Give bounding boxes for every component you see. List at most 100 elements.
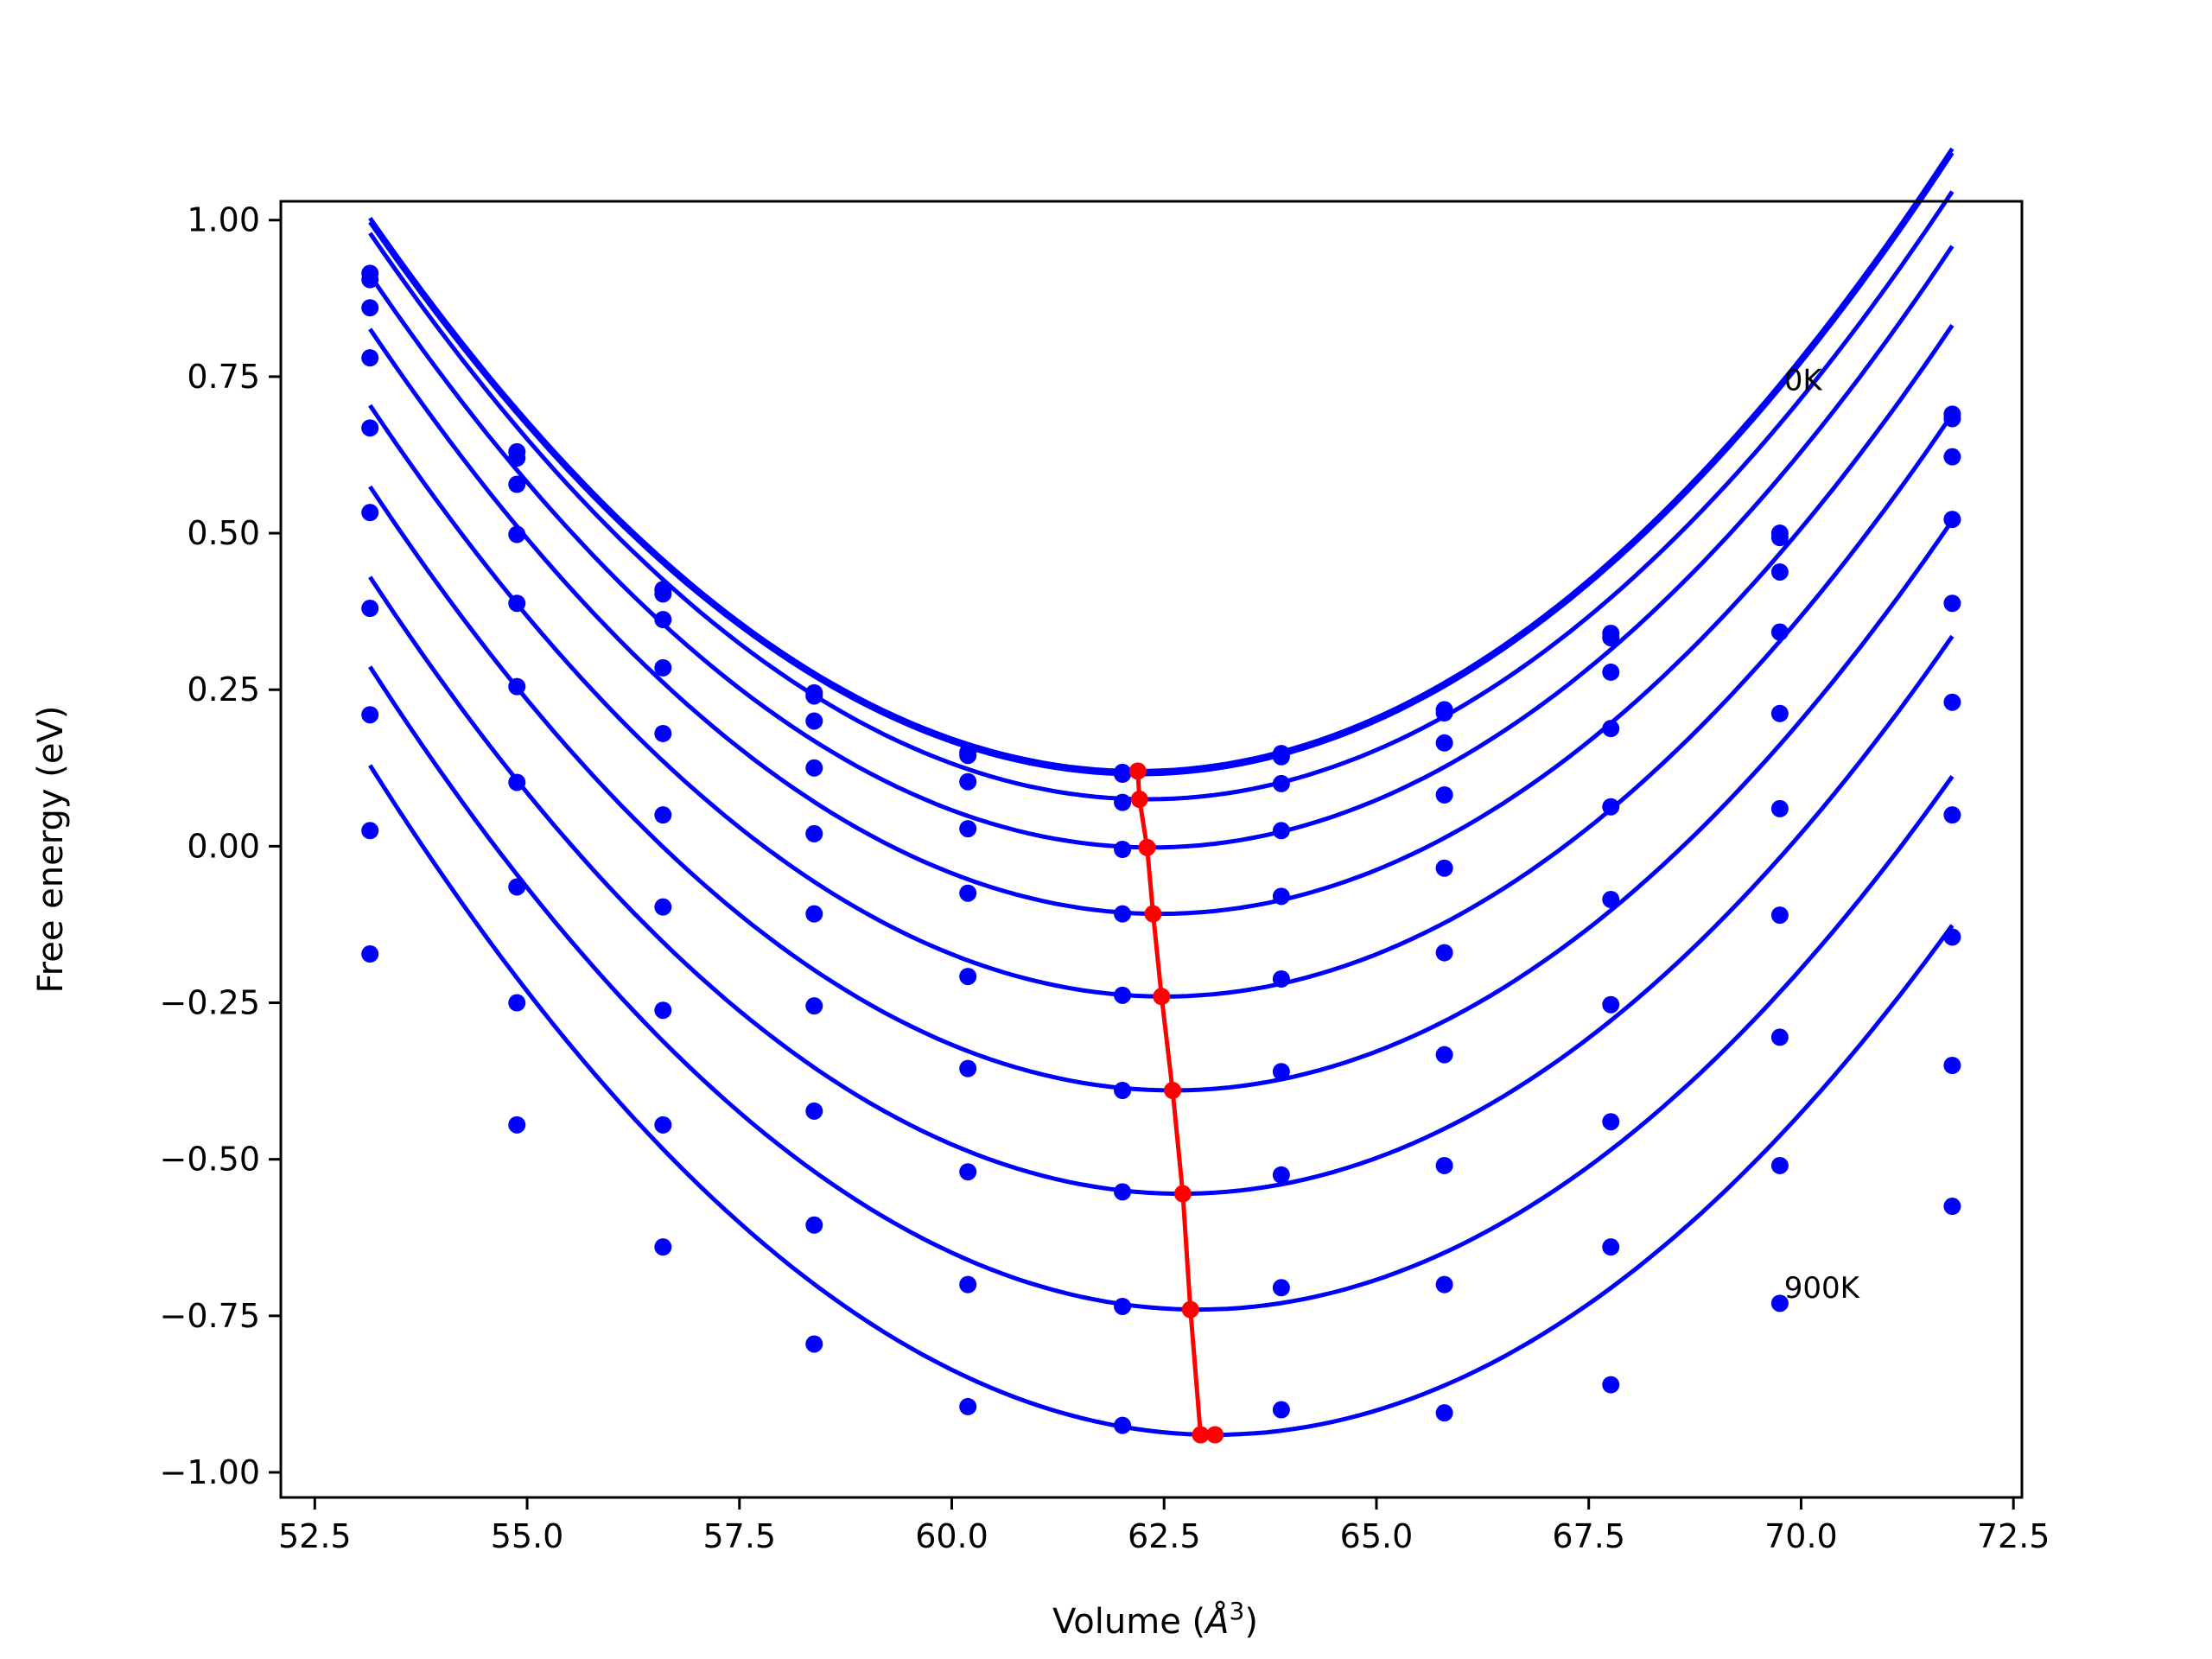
data-point: [1114, 905, 1132, 923]
data-point: [1770, 799, 1789, 817]
data-point: [1272, 1166, 1290, 1184]
y-tick-label: −0.50: [160, 1141, 260, 1179]
data-point: [1770, 623, 1789, 641]
data-point: [959, 884, 977, 902]
fit-curve-3: [368, 245, 1955, 850]
fit-curve-9: [368, 764, 1955, 1438]
data-point: [1114, 841, 1132, 858]
data-point: [805, 905, 823, 923]
data-point: [1435, 944, 1453, 962]
data-point: [1770, 906, 1789, 925]
data-point: [805, 1335, 823, 1353]
data-point: [1435, 734, 1453, 752]
data-point: [1272, 1401, 1290, 1419]
data-point: [1272, 822, 1290, 840]
minima-point: [1144, 905, 1162, 923]
data-point: [1602, 1376, 1620, 1394]
annotation-900k: 900K: [1784, 1271, 1861, 1306]
data-point: [1943, 594, 1961, 613]
fit-curve-7: [368, 575, 1955, 1196]
data-point: [654, 898, 672, 916]
minima-point: [1130, 791, 1148, 809]
data-point: [1114, 766, 1132, 784]
minima-point: [1128, 762, 1147, 780]
data-point: [1435, 859, 1453, 877]
data-point: [1770, 1028, 1789, 1046]
data-point: [1770, 563, 1789, 581]
fit-curve-2: [368, 190, 1955, 802]
data-point: [805, 824, 823, 842]
data-point: [361, 706, 379, 724]
data-point: [1602, 1113, 1620, 1131]
data-point: [1943, 928, 1961, 946]
minima-point: [1206, 1426, 1224, 1444]
data-point: [1114, 793, 1132, 811]
data-point: [1114, 1183, 1132, 1201]
data-point: [1943, 806, 1961, 824]
data-point: [805, 997, 823, 1015]
data-point: [1770, 1294, 1789, 1313]
y-axis-ticks: 1.00 0.75 0.50 0.25 0.00 −0.25 −0.50 −0.75 −1.00: [160, 201, 281, 1491]
minima-line: [1135, 771, 1216, 1437]
data-point: [959, 1397, 977, 1415]
y-tick-label: 0.00: [187, 827, 260, 865]
data-point: [1943, 1057, 1961, 1074]
data-point: [654, 585, 672, 603]
data-point: [361, 299, 379, 317]
y-tick-label: 0.25: [187, 671, 260, 709]
data-point: [508, 1116, 526, 1134]
data-point: [1435, 1156, 1453, 1174]
data-point: [959, 1163, 977, 1181]
x-tick-label: 67.5: [1552, 1517, 1625, 1555]
data-point: [1435, 785, 1453, 804]
data-point: [1602, 629, 1620, 647]
data-point: [805, 1216, 823, 1234]
fit-curve-6: [368, 485, 1955, 1093]
data-point: [1272, 747, 1290, 766]
data-point: [805, 687, 823, 705]
x-tick-label: 57.5: [702, 1517, 776, 1555]
data-point: [361, 349, 379, 367]
data-point: [1943, 448, 1961, 466]
data-point: [805, 1102, 823, 1120]
minima-point: [1173, 1185, 1192, 1203]
data-point: [1114, 1416, 1132, 1434]
data-point: [1114, 986, 1132, 1004]
data-point: [1770, 704, 1789, 722]
minima-path: [1128, 762, 1224, 1444]
data-point: [654, 658, 672, 677]
y-tick-label: −0.25: [160, 984, 260, 1022]
minima-point: [1181, 1300, 1199, 1319]
data-point: [959, 820, 977, 838]
data-point: [654, 1116, 672, 1134]
data-point: [508, 994, 526, 1012]
minima-point: [1153, 988, 1171, 1006]
y-tick-label: −1.00: [160, 1453, 260, 1491]
data-points: [361, 264, 1961, 1434]
data-point: [805, 712, 823, 730]
data-point: [508, 773, 526, 791]
data-point: [1770, 1156, 1789, 1174]
data-point: [1435, 1046, 1453, 1064]
data-point: [1114, 1081, 1132, 1099]
y-axis-title: Free energy (eV): [31, 706, 71, 994]
data-point: [1602, 890, 1620, 908]
y-tick-label: 1.00: [187, 201, 260, 239]
data-point: [1602, 720, 1620, 738]
data-point: [805, 759, 823, 777]
data-point: [1272, 774, 1290, 792]
x-axis-title-text: Volume: [1052, 1602, 1181, 1642]
data-point: [508, 677, 526, 696]
data-point: [1435, 1275, 1453, 1294]
annotation-0k: 0K: [1784, 364, 1824, 398]
data-point: [1770, 529, 1789, 547]
data-point: [1272, 887, 1290, 906]
x-tick-label: 62.5: [1128, 1517, 1201, 1555]
x-axis-title: Volume (Å3): [1052, 1597, 1258, 1643]
plot-frame: [279, 200, 2024, 1499]
data-point: [361, 270, 379, 289]
y-tick-label: −0.75: [160, 1297, 260, 1335]
data-point: [508, 525, 526, 543]
x-tick-label: 60.0: [915, 1517, 988, 1555]
